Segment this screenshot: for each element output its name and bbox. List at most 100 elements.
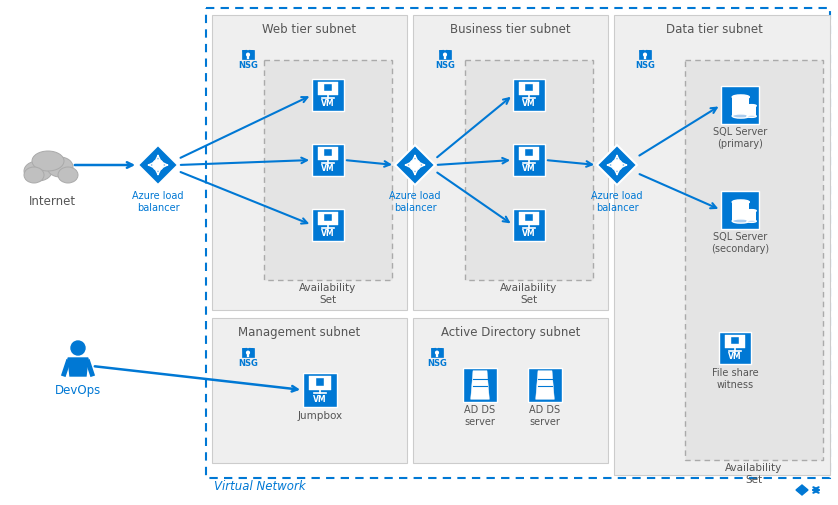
Bar bbox=[725, 334, 745, 348]
Circle shape bbox=[644, 53, 646, 56]
Circle shape bbox=[246, 351, 250, 354]
Text: SQL Server
(secondary): SQL Server (secondary) bbox=[711, 232, 769, 254]
Text: VM: VM bbox=[522, 229, 535, 238]
Bar bbox=[513, 209, 545, 241]
Polygon shape bbox=[138, 145, 178, 185]
Bar bbox=[413, 15, 608, 310]
Bar bbox=[303, 373, 337, 407]
Text: Azure load
balancer: Azure load balancer bbox=[132, 191, 184, 213]
Text: Azure load
balancer: Azure load balancer bbox=[592, 191, 643, 213]
Text: VM: VM bbox=[321, 229, 335, 238]
Bar bbox=[242, 348, 254, 357]
Bar bbox=[316, 378, 324, 386]
Ellipse shape bbox=[747, 115, 756, 117]
Circle shape bbox=[612, 160, 623, 171]
Bar bbox=[747, 211, 756, 221]
Text: NSG: NSG bbox=[238, 359, 258, 368]
Text: AD DS
server: AD DS server bbox=[464, 405, 495, 427]
Bar bbox=[324, 214, 332, 221]
Bar bbox=[721, 86, 759, 124]
Text: Internet: Internet bbox=[28, 195, 75, 208]
Text: Data tier subnet: Data tier subnet bbox=[665, 23, 763, 36]
Bar bbox=[242, 50, 254, 59]
Bar bbox=[519, 212, 539, 225]
Circle shape bbox=[436, 351, 438, 354]
Circle shape bbox=[443, 53, 447, 56]
Bar bbox=[732, 337, 738, 344]
Bar bbox=[614, 15, 830, 475]
Text: Business tier subnet: Business tier subnet bbox=[450, 23, 571, 36]
Text: Management subnet: Management subnet bbox=[238, 326, 360, 339]
Bar bbox=[318, 212, 338, 225]
Bar bbox=[206, 8, 830, 478]
Ellipse shape bbox=[732, 219, 749, 223]
Ellipse shape bbox=[732, 200, 749, 204]
Text: VM: VM bbox=[313, 395, 327, 405]
Bar bbox=[312, 144, 344, 176]
Bar bbox=[318, 146, 338, 160]
Text: NSG: NSG bbox=[435, 61, 455, 70]
Text: Jumpbox: Jumpbox bbox=[297, 411, 343, 421]
Text: Availability
Set: Availability Set bbox=[726, 463, 783, 485]
Text: VM: VM bbox=[321, 99, 335, 109]
Bar bbox=[525, 149, 533, 157]
Bar bbox=[747, 106, 756, 116]
Bar bbox=[212, 318, 407, 463]
Circle shape bbox=[246, 53, 250, 56]
Bar bbox=[309, 376, 330, 390]
Circle shape bbox=[71, 341, 85, 355]
Polygon shape bbox=[68, 358, 88, 376]
Bar bbox=[439, 50, 451, 59]
Text: VM: VM bbox=[321, 165, 335, 173]
Text: Availability
Set: Availability Set bbox=[299, 283, 357, 305]
Circle shape bbox=[153, 160, 163, 171]
Polygon shape bbox=[597, 145, 637, 185]
Ellipse shape bbox=[58, 167, 78, 183]
Bar bbox=[732, 202, 749, 221]
Bar bbox=[685, 60, 823, 460]
Text: AD DS
server: AD DS server bbox=[530, 405, 561, 427]
Text: DevOps: DevOps bbox=[54, 384, 101, 397]
Bar bbox=[324, 149, 332, 157]
Bar bbox=[431, 348, 443, 357]
Bar bbox=[463, 368, 497, 402]
Bar bbox=[465, 60, 593, 280]
Text: Azure load
balancer: Azure load balancer bbox=[389, 191, 441, 213]
Ellipse shape bbox=[747, 210, 756, 212]
Bar bbox=[639, 50, 651, 59]
Ellipse shape bbox=[747, 105, 756, 107]
Bar bbox=[312, 209, 344, 241]
Ellipse shape bbox=[24, 167, 44, 183]
Bar bbox=[212, 15, 407, 310]
Text: VM: VM bbox=[728, 352, 742, 362]
Circle shape bbox=[410, 160, 421, 171]
Ellipse shape bbox=[732, 95, 749, 99]
Text: NSG: NSG bbox=[427, 359, 447, 368]
Text: Virtual Network: Virtual Network bbox=[214, 480, 306, 493]
Polygon shape bbox=[395, 145, 435, 185]
Bar bbox=[324, 84, 332, 91]
Text: Availability
Set: Availability Set bbox=[500, 283, 557, 305]
Bar bbox=[719, 332, 751, 364]
Bar bbox=[528, 368, 562, 402]
Text: NSG: NSG bbox=[238, 61, 258, 70]
Ellipse shape bbox=[47, 157, 73, 177]
Text: Active Directory subnet: Active Directory subnet bbox=[441, 326, 580, 339]
Ellipse shape bbox=[732, 114, 749, 118]
Bar bbox=[413, 318, 608, 463]
Polygon shape bbox=[535, 371, 555, 399]
Bar bbox=[513, 144, 545, 176]
Bar bbox=[513, 79, 545, 111]
Bar bbox=[519, 146, 539, 160]
Ellipse shape bbox=[24, 161, 52, 181]
Bar bbox=[318, 82, 338, 95]
Bar bbox=[721, 191, 759, 229]
Text: VM: VM bbox=[522, 99, 535, 109]
Bar bbox=[264, 60, 392, 280]
Text: NSG: NSG bbox=[635, 61, 655, 70]
Bar bbox=[519, 82, 539, 95]
Polygon shape bbox=[796, 485, 808, 495]
Bar bbox=[732, 97, 749, 116]
Text: Web tier subnet: Web tier subnet bbox=[262, 23, 356, 36]
Ellipse shape bbox=[32, 151, 64, 171]
